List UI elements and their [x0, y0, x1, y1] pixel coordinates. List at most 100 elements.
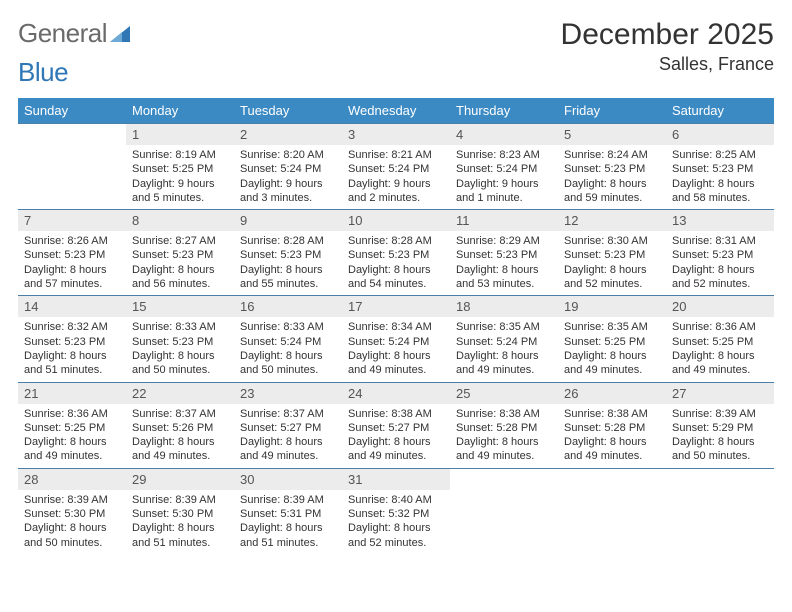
- weekday-header: Monday: [126, 98, 234, 124]
- day-number: 19: [558, 296, 666, 317]
- day-number: 11: [450, 210, 558, 231]
- day-details: Sunrise: 8:27 AMSunset: 5:23 PMDaylight:…: [126, 231, 234, 295]
- brand-logo: General: [18, 18, 132, 49]
- daylight-text-2: and 49 minutes.: [24, 449, 120, 463]
- day-number: 17: [342, 296, 450, 317]
- daylight-text-2: and 49 minutes.: [348, 363, 444, 377]
- calendar-week-row: 21Sunrise: 8:36 AMSunset: 5:25 PMDayligh…: [18, 382, 774, 468]
- daylight-text-1: Daylight: 8 hours: [456, 263, 552, 277]
- calendar-day-cell: 26Sunrise: 8:38 AMSunset: 5:28 PMDayligh…: [558, 382, 666, 468]
- day-number: 13: [666, 210, 774, 231]
- sunrise-text: Sunrise: 8:20 AM: [240, 148, 336, 162]
- calendar-day-cell: 14Sunrise: 8:32 AMSunset: 5:23 PMDayligh…: [18, 296, 126, 382]
- sunset-text: Sunset: 5:23 PM: [132, 335, 228, 349]
- calendar-day-cell: 6Sunrise: 8:25 AMSunset: 5:23 PMDaylight…: [666, 124, 774, 210]
- calendar-empty-cell: [18, 124, 126, 210]
- sunset-text: Sunset: 5:30 PM: [24, 507, 120, 521]
- day-details: Sunrise: 8:32 AMSunset: 5:23 PMDaylight:…: [18, 317, 126, 381]
- day-number: 8: [126, 210, 234, 231]
- calendar-day-cell: 30Sunrise: 8:39 AMSunset: 5:31 PMDayligh…: [234, 468, 342, 554]
- day-details: Sunrise: 8:33 AMSunset: 5:23 PMDaylight:…: [126, 317, 234, 381]
- sunset-text: Sunset: 5:23 PM: [348, 248, 444, 262]
- weekday-header: Thursday: [450, 98, 558, 124]
- sunset-text: Sunset: 5:23 PM: [564, 248, 660, 262]
- daylight-text-1: Daylight: 8 hours: [240, 349, 336, 363]
- day-number: 21: [18, 383, 126, 404]
- day-number: 1: [126, 124, 234, 145]
- daylight-text-1: Daylight: 8 hours: [240, 521, 336, 535]
- daylight-text-2: and 49 minutes.: [132, 449, 228, 463]
- calendar-day-cell: 11Sunrise: 8:29 AMSunset: 5:23 PMDayligh…: [450, 210, 558, 296]
- calendar-day-cell: 28Sunrise: 8:39 AMSunset: 5:30 PMDayligh…: [18, 468, 126, 554]
- sunset-text: Sunset: 5:25 PM: [564, 335, 660, 349]
- sunrise-text: Sunrise: 8:32 AM: [24, 320, 120, 334]
- calendar-day-cell: 5Sunrise: 8:24 AMSunset: 5:23 PMDaylight…: [558, 124, 666, 210]
- day-number: 23: [234, 383, 342, 404]
- daylight-text-1: Daylight: 8 hours: [564, 349, 660, 363]
- sunrise-text: Sunrise: 8:33 AM: [240, 320, 336, 334]
- day-number: 9: [234, 210, 342, 231]
- daylight-text-1: Daylight: 8 hours: [24, 263, 120, 277]
- day-number: 10: [342, 210, 450, 231]
- sunrise-text: Sunrise: 8:38 AM: [348, 407, 444, 421]
- day-number: 5: [558, 124, 666, 145]
- daylight-text-2: and 50 minutes.: [24, 536, 120, 550]
- daylight-text-2: and 58 minutes.: [672, 191, 768, 205]
- day-details: Sunrise: 8:36 AMSunset: 5:25 PMDaylight:…: [666, 317, 774, 381]
- sunrise-text: Sunrise: 8:27 AM: [132, 234, 228, 248]
- calendar-day-cell: 23Sunrise: 8:37 AMSunset: 5:27 PMDayligh…: [234, 382, 342, 468]
- brand-word-1: General: [18, 18, 107, 49]
- sunrise-text: Sunrise: 8:39 AM: [672, 407, 768, 421]
- daylight-text-1: Daylight: 9 hours: [240, 177, 336, 191]
- daylight-text-1: Daylight: 8 hours: [672, 177, 768, 191]
- day-number: 24: [342, 383, 450, 404]
- day-details: Sunrise: 8:39 AMSunset: 5:30 PMDaylight:…: [126, 490, 234, 554]
- day-details: Sunrise: 8:28 AMSunset: 5:23 PMDaylight:…: [342, 231, 450, 295]
- month-title: December 2025: [561, 18, 774, 52]
- daylight-text-1: Daylight: 8 hours: [240, 263, 336, 277]
- sunset-text: Sunset: 5:23 PM: [456, 248, 552, 262]
- sunrise-text: Sunrise: 8:26 AM: [24, 234, 120, 248]
- daylight-text-2: and 49 minutes.: [564, 363, 660, 377]
- day-details: Sunrise: 8:40 AMSunset: 5:32 PMDaylight:…: [342, 490, 450, 554]
- sunset-text: Sunset: 5:25 PM: [672, 335, 768, 349]
- daylight-text-1: Daylight: 8 hours: [24, 521, 120, 535]
- day-details: Sunrise: 8:30 AMSunset: 5:23 PMDaylight:…: [558, 231, 666, 295]
- daylight-text-1: Daylight: 8 hours: [132, 521, 228, 535]
- calendar-day-cell: 10Sunrise: 8:28 AMSunset: 5:23 PMDayligh…: [342, 210, 450, 296]
- sunset-text: Sunset: 5:24 PM: [456, 162, 552, 176]
- sunset-text: Sunset: 5:27 PM: [240, 421, 336, 435]
- calendar-empty-cell: [450, 468, 558, 554]
- calendar-day-cell: 17Sunrise: 8:34 AMSunset: 5:24 PMDayligh…: [342, 296, 450, 382]
- day-details: Sunrise: 8:38 AMSunset: 5:28 PMDaylight:…: [558, 404, 666, 468]
- day-number: 20: [666, 296, 774, 317]
- daylight-text-2: and 49 minutes.: [348, 449, 444, 463]
- sunrise-text: Sunrise: 8:28 AM: [348, 234, 444, 248]
- sunset-text: Sunset: 5:24 PM: [240, 335, 336, 349]
- calendar-week-row: 7Sunrise: 8:26 AMSunset: 5:23 PMDaylight…: [18, 210, 774, 296]
- calendar-day-cell: 25Sunrise: 8:38 AMSunset: 5:28 PMDayligh…: [450, 382, 558, 468]
- sunrise-text: Sunrise: 8:34 AM: [348, 320, 444, 334]
- sunrise-text: Sunrise: 8:36 AM: [24, 407, 120, 421]
- sunset-text: Sunset: 5:28 PM: [456, 421, 552, 435]
- day-details: Sunrise: 8:26 AMSunset: 5:23 PMDaylight:…: [18, 231, 126, 295]
- day-details: Sunrise: 8:29 AMSunset: 5:23 PMDaylight:…: [450, 231, 558, 295]
- sunrise-text: Sunrise: 8:39 AM: [240, 493, 336, 507]
- daylight-text-2: and 2 minutes.: [348, 191, 444, 205]
- sunset-text: Sunset: 5:32 PM: [348, 507, 444, 521]
- sunset-text: Sunset: 5:24 PM: [456, 335, 552, 349]
- day-number: 2: [234, 124, 342, 145]
- daylight-text-1: Daylight: 8 hours: [24, 349, 120, 363]
- daylight-text-1: Daylight: 8 hours: [132, 349, 228, 363]
- daylight-text-2: and 52 minutes.: [348, 536, 444, 550]
- day-details: Sunrise: 8:33 AMSunset: 5:24 PMDaylight:…: [234, 317, 342, 381]
- daylight-text-2: and 54 minutes.: [348, 277, 444, 291]
- sunset-text: Sunset: 5:24 PM: [348, 162, 444, 176]
- day-number: 15: [126, 296, 234, 317]
- daylight-text-1: Daylight: 8 hours: [672, 435, 768, 449]
- sunset-text: Sunset: 5:23 PM: [672, 248, 768, 262]
- calendar-week-row: 14Sunrise: 8:32 AMSunset: 5:23 PMDayligh…: [18, 296, 774, 382]
- daylight-text-2: and 49 minutes.: [564, 449, 660, 463]
- calendar-day-cell: 29Sunrise: 8:39 AMSunset: 5:30 PMDayligh…: [126, 468, 234, 554]
- title-block: December 2025 Salles, France: [561, 18, 774, 75]
